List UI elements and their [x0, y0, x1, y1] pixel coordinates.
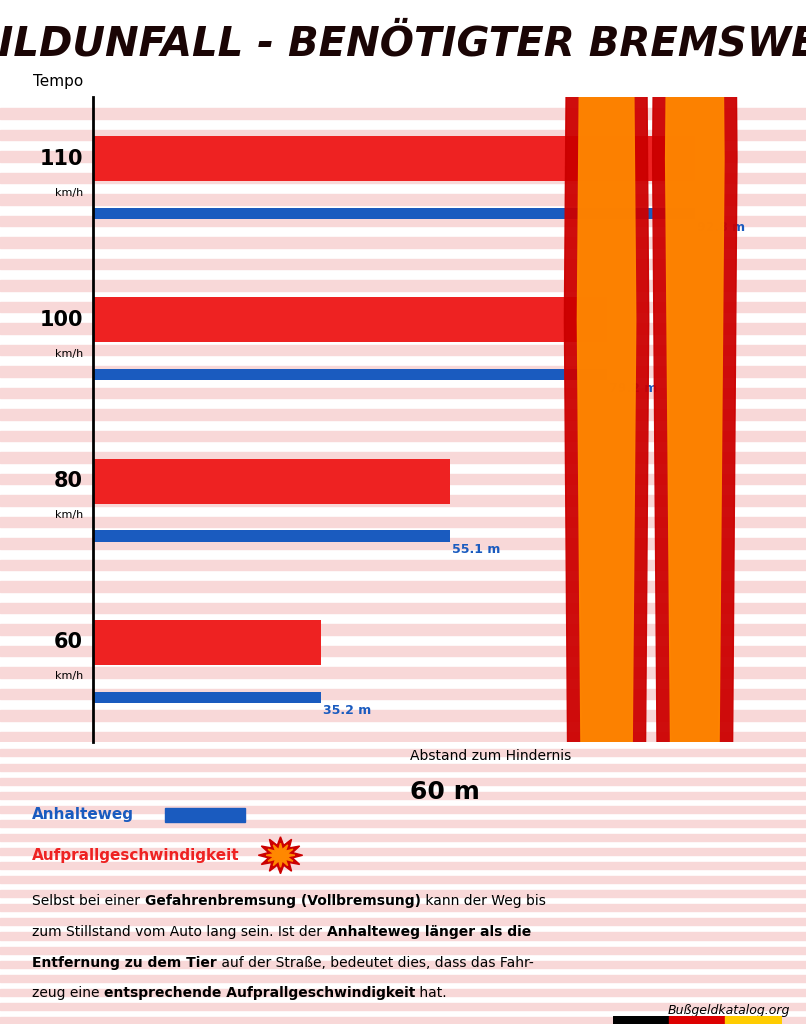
Text: entsprechende Aufprallgeschwindigkeit: entsprechende Aufprallgeschwindigkeit	[104, 986, 415, 1000]
Bar	[0, 731, 806, 742]
Bar	[0, 344, 806, 355]
Bar	[0, 602, 806, 613]
Text: km/h: km/h	[55, 510, 83, 520]
Bar	[0, 834, 806, 841]
Bar	[0, 581, 806, 592]
Bar	[0, 172, 806, 183]
Bar	[0, 453, 806, 463]
Text: 92.8 m: 92.8 m	[696, 220, 745, 233]
Bar	[0, 366, 806, 377]
Polygon shape	[564, 0, 649, 1024]
Text: zum Stillstand vom Auto lang sein. Ist der: zum Stillstand vom Auto lang sein. Ist d…	[32, 925, 326, 939]
Bar	[0, 1017, 806, 1024]
Bar	[0, 301, 806, 312]
Text: zeug eine: zeug eine	[32, 986, 104, 1000]
Polygon shape	[666, 0, 724, 1024]
Bar	[0, 516, 806, 527]
Bar	[0, 539, 806, 549]
Bar	[0, 237, 806, 248]
Bar	[0, 933, 806, 940]
Text: 55.1 m: 55.1 m	[452, 543, 501, 556]
Bar	[0, 975, 806, 982]
Polygon shape	[577, 0, 636, 1024]
Bar	[0, 792, 806, 799]
Text: 110: 110	[39, 148, 83, 169]
Bar	[93, 208, 695, 219]
Text: Aufprallgeschwindigkeit: Aufprallgeschwindigkeit	[32, 848, 240, 863]
Text: 60 m: 60 m	[410, 780, 480, 805]
Text: 79.2 m: 79.2 m	[609, 382, 657, 395]
Bar	[0, 473, 806, 484]
Text: Anhalteweg länger als die: Anhalteweg länger als die	[326, 925, 531, 939]
Bar	[669, 1016, 725, 1024]
Bar	[0, 711, 806, 721]
Bar	[0, 194, 806, 205]
Text: Bußgeldkatalog.org: Bußgeldkatalog.org	[667, 1004, 790, 1017]
Text: hat.: hat.	[415, 986, 447, 1000]
Bar	[0, 431, 806, 441]
Bar	[0, 129, 806, 140]
Polygon shape	[266, 844, 295, 867]
Bar	[93, 369, 607, 380]
Bar	[0, 820, 806, 827]
Bar	[0, 688, 806, 699]
Text: Anhalteweg: Anhalteweg	[32, 807, 135, 822]
Bar	[0, 409, 806, 420]
Bar	[0, 777, 806, 784]
Bar	[0, 862, 806, 869]
Bar	[0, 750, 806, 757]
Bar	[0, 877, 806, 883]
Bar	[0, 989, 806, 995]
Bar	[0, 668, 806, 678]
Bar	[93, 297, 607, 342]
Text: Tempo: Tempo	[33, 74, 83, 89]
Text: auf der Straße, bedeutet dies, dass das Fahr-: auf der Straße, bedeutet dies, dass das …	[217, 955, 534, 970]
Bar	[725, 1016, 782, 1024]
Text: 35.2 m: 35.2 m	[323, 705, 372, 718]
Bar	[0, 961, 806, 968]
Bar	[0, 387, 806, 398]
Text: km/h: km/h	[55, 187, 83, 198]
Bar	[0, 215, 806, 226]
Bar	[0, 946, 806, 953]
Bar	[0, 280, 806, 291]
Bar	[0, 645, 806, 656]
Text: Gefahrenbremsung (Vollbremsung): Gefahrenbremsung (Vollbremsung)	[144, 894, 421, 908]
Bar	[613, 1016, 669, 1024]
Bar	[0, 108, 806, 119]
Bar	[0, 559, 806, 570]
Bar	[93, 691, 321, 702]
Bar	[165, 808, 245, 822]
Bar	[0, 258, 806, 269]
Bar	[93, 136, 695, 181]
Bar	[0, 848, 806, 855]
Text: 80: 80	[54, 471, 83, 492]
Polygon shape	[259, 837, 303, 873]
Text: Selbst bei einer: Selbst bei einer	[32, 894, 144, 908]
Bar	[0, 151, 806, 162]
Text: WILDUNFALL - BENÖTIGTER BREMSWEG: WILDUNFALL - BENÖTIGTER BREMSWEG	[0, 25, 806, 65]
Text: kann der Weg bis: kann der Weg bis	[421, 894, 546, 908]
Text: 60: 60	[54, 633, 83, 652]
Text: km/h: km/h	[55, 349, 83, 358]
Bar	[0, 919, 806, 926]
Bar	[93, 459, 451, 504]
Text: 100: 100	[39, 310, 83, 330]
Bar	[0, 324, 806, 334]
Bar	[0, 624, 806, 635]
Polygon shape	[653, 0, 737, 1024]
Bar	[0, 890, 806, 897]
Bar	[0, 806, 806, 813]
Text: Abstand zum Hindernis: Abstand zum Hindernis	[410, 749, 571, 763]
Bar	[0, 1002, 806, 1010]
Text: Entfernung zu dem Tier: Entfernung zu dem Tier	[32, 955, 217, 970]
Bar	[93, 530, 451, 542]
Bar	[0, 904, 806, 911]
Text: km/h: km/h	[55, 672, 83, 681]
Bar	[0, 764, 806, 770]
Bar	[0, 496, 806, 506]
Bar	[93, 620, 321, 665]
